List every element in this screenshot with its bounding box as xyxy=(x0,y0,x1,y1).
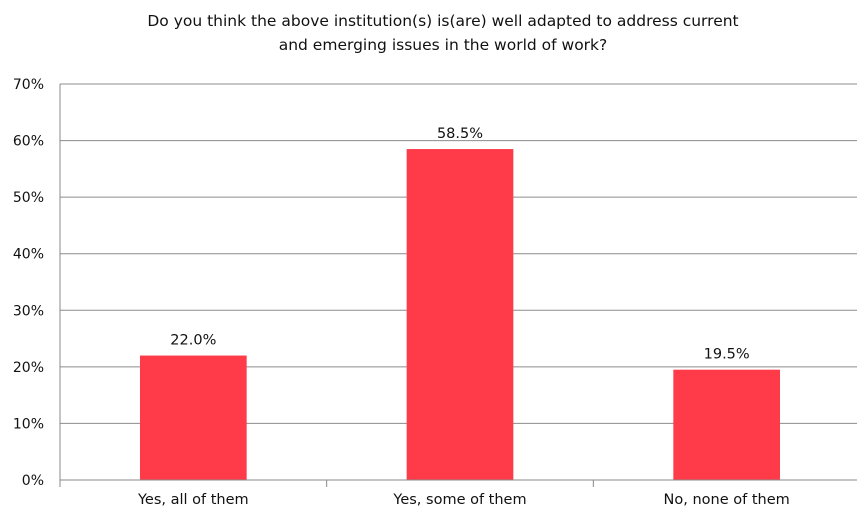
y-tick-label: 50% xyxy=(13,190,44,206)
y-axis-ticks: 0% 10% 20% 30% 40% 50% 60% 70% xyxy=(13,77,44,489)
chart-title-line-1: Do you think the above institution(s) is… xyxy=(147,12,738,30)
data-label: 19.5% xyxy=(704,347,750,363)
category-label: Yes, all of them xyxy=(137,492,249,508)
y-tick-label: 0% xyxy=(22,473,44,489)
data-label: 58.5% xyxy=(437,126,483,142)
bar xyxy=(406,149,514,481)
y-tick-label: 70% xyxy=(13,77,44,93)
bar xyxy=(140,355,247,480)
y-tick-label: 20% xyxy=(13,360,44,376)
y-tick-label: 10% xyxy=(13,416,44,432)
bars xyxy=(140,149,780,481)
chart-title-line-2: and emerging issues in the world of work… xyxy=(279,36,608,54)
category-label: No, none of them xyxy=(664,492,790,508)
x-axis xyxy=(59,84,857,487)
y-tick-label: 40% xyxy=(13,247,44,263)
category-labels: Yes, all of them Yes, some of them No, non… xyxy=(137,492,790,508)
bar xyxy=(673,369,780,480)
category-label: Yes, some of them xyxy=(392,492,526,508)
y-tick-label: 60% xyxy=(13,134,44,150)
data-labels: 22.0% 58.5% 19.5% xyxy=(170,126,749,363)
y-tick-label: 30% xyxy=(13,303,44,319)
data-label: 22.0% xyxy=(170,333,216,349)
